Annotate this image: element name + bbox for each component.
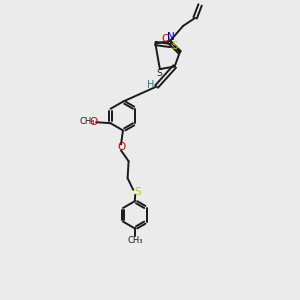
Text: S: S bbox=[156, 69, 162, 78]
Text: S: S bbox=[134, 187, 140, 197]
Text: CH₃: CH₃ bbox=[127, 236, 142, 245]
Text: CH₃: CH₃ bbox=[79, 117, 95, 126]
Text: O: O bbox=[161, 34, 169, 44]
Text: H: H bbox=[147, 80, 154, 90]
Text: O: O bbox=[90, 117, 98, 127]
Text: N: N bbox=[167, 32, 175, 41]
Text: O: O bbox=[118, 142, 126, 152]
Text: S: S bbox=[171, 40, 178, 50]
